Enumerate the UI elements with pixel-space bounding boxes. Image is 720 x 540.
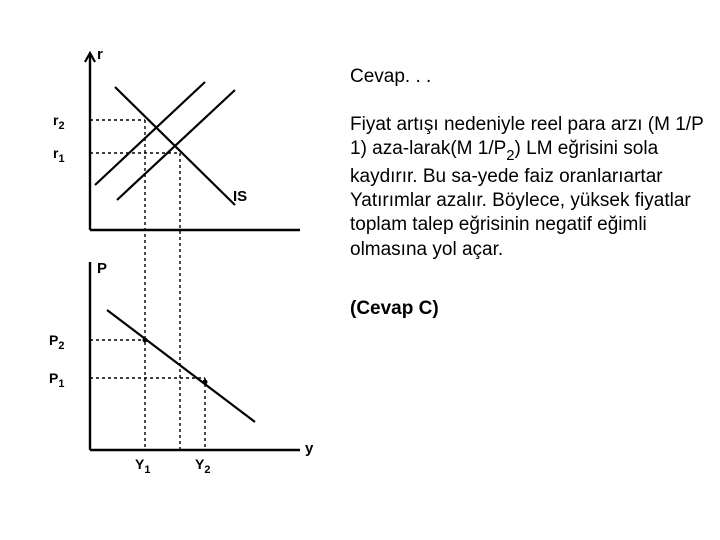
- answer-heading: Cevap. . .: [350, 65, 705, 89]
- is-curve-label: IS: [233, 188, 247, 205]
- top-chart: [85, 53, 300, 230]
- vertical-guides: [145, 120, 205, 450]
- answer-body: Fiyat artışı nedeniyle reel para arzı (M…: [350, 113, 705, 262]
- bottom-y-axis-label: P: [97, 260, 107, 277]
- tick-y1: Y1: [135, 456, 150, 476]
- tick-r1: r1: [53, 145, 65, 165]
- top-y-axis-label: r: [97, 46, 103, 63]
- tick-p2: P2: [49, 332, 64, 352]
- econ-diagram-svg: [45, 50, 335, 480]
- bottom-x-axis-label: y: [305, 440, 313, 457]
- answer-key: (Cevap C): [350, 298, 705, 320]
- bottom-chart: [90, 262, 300, 450]
- diagram-area: r r2 r1 IS P P2 P1 Y1 Y2 y: [45, 50, 335, 480]
- tick-r2: r2: [53, 112, 65, 132]
- explanation-text: Cevap. . . Fiyat artışı nedeniyle reel p…: [350, 65, 705, 320]
- tick-y2: Y2: [195, 456, 210, 476]
- tick-p1: P1: [49, 370, 64, 390]
